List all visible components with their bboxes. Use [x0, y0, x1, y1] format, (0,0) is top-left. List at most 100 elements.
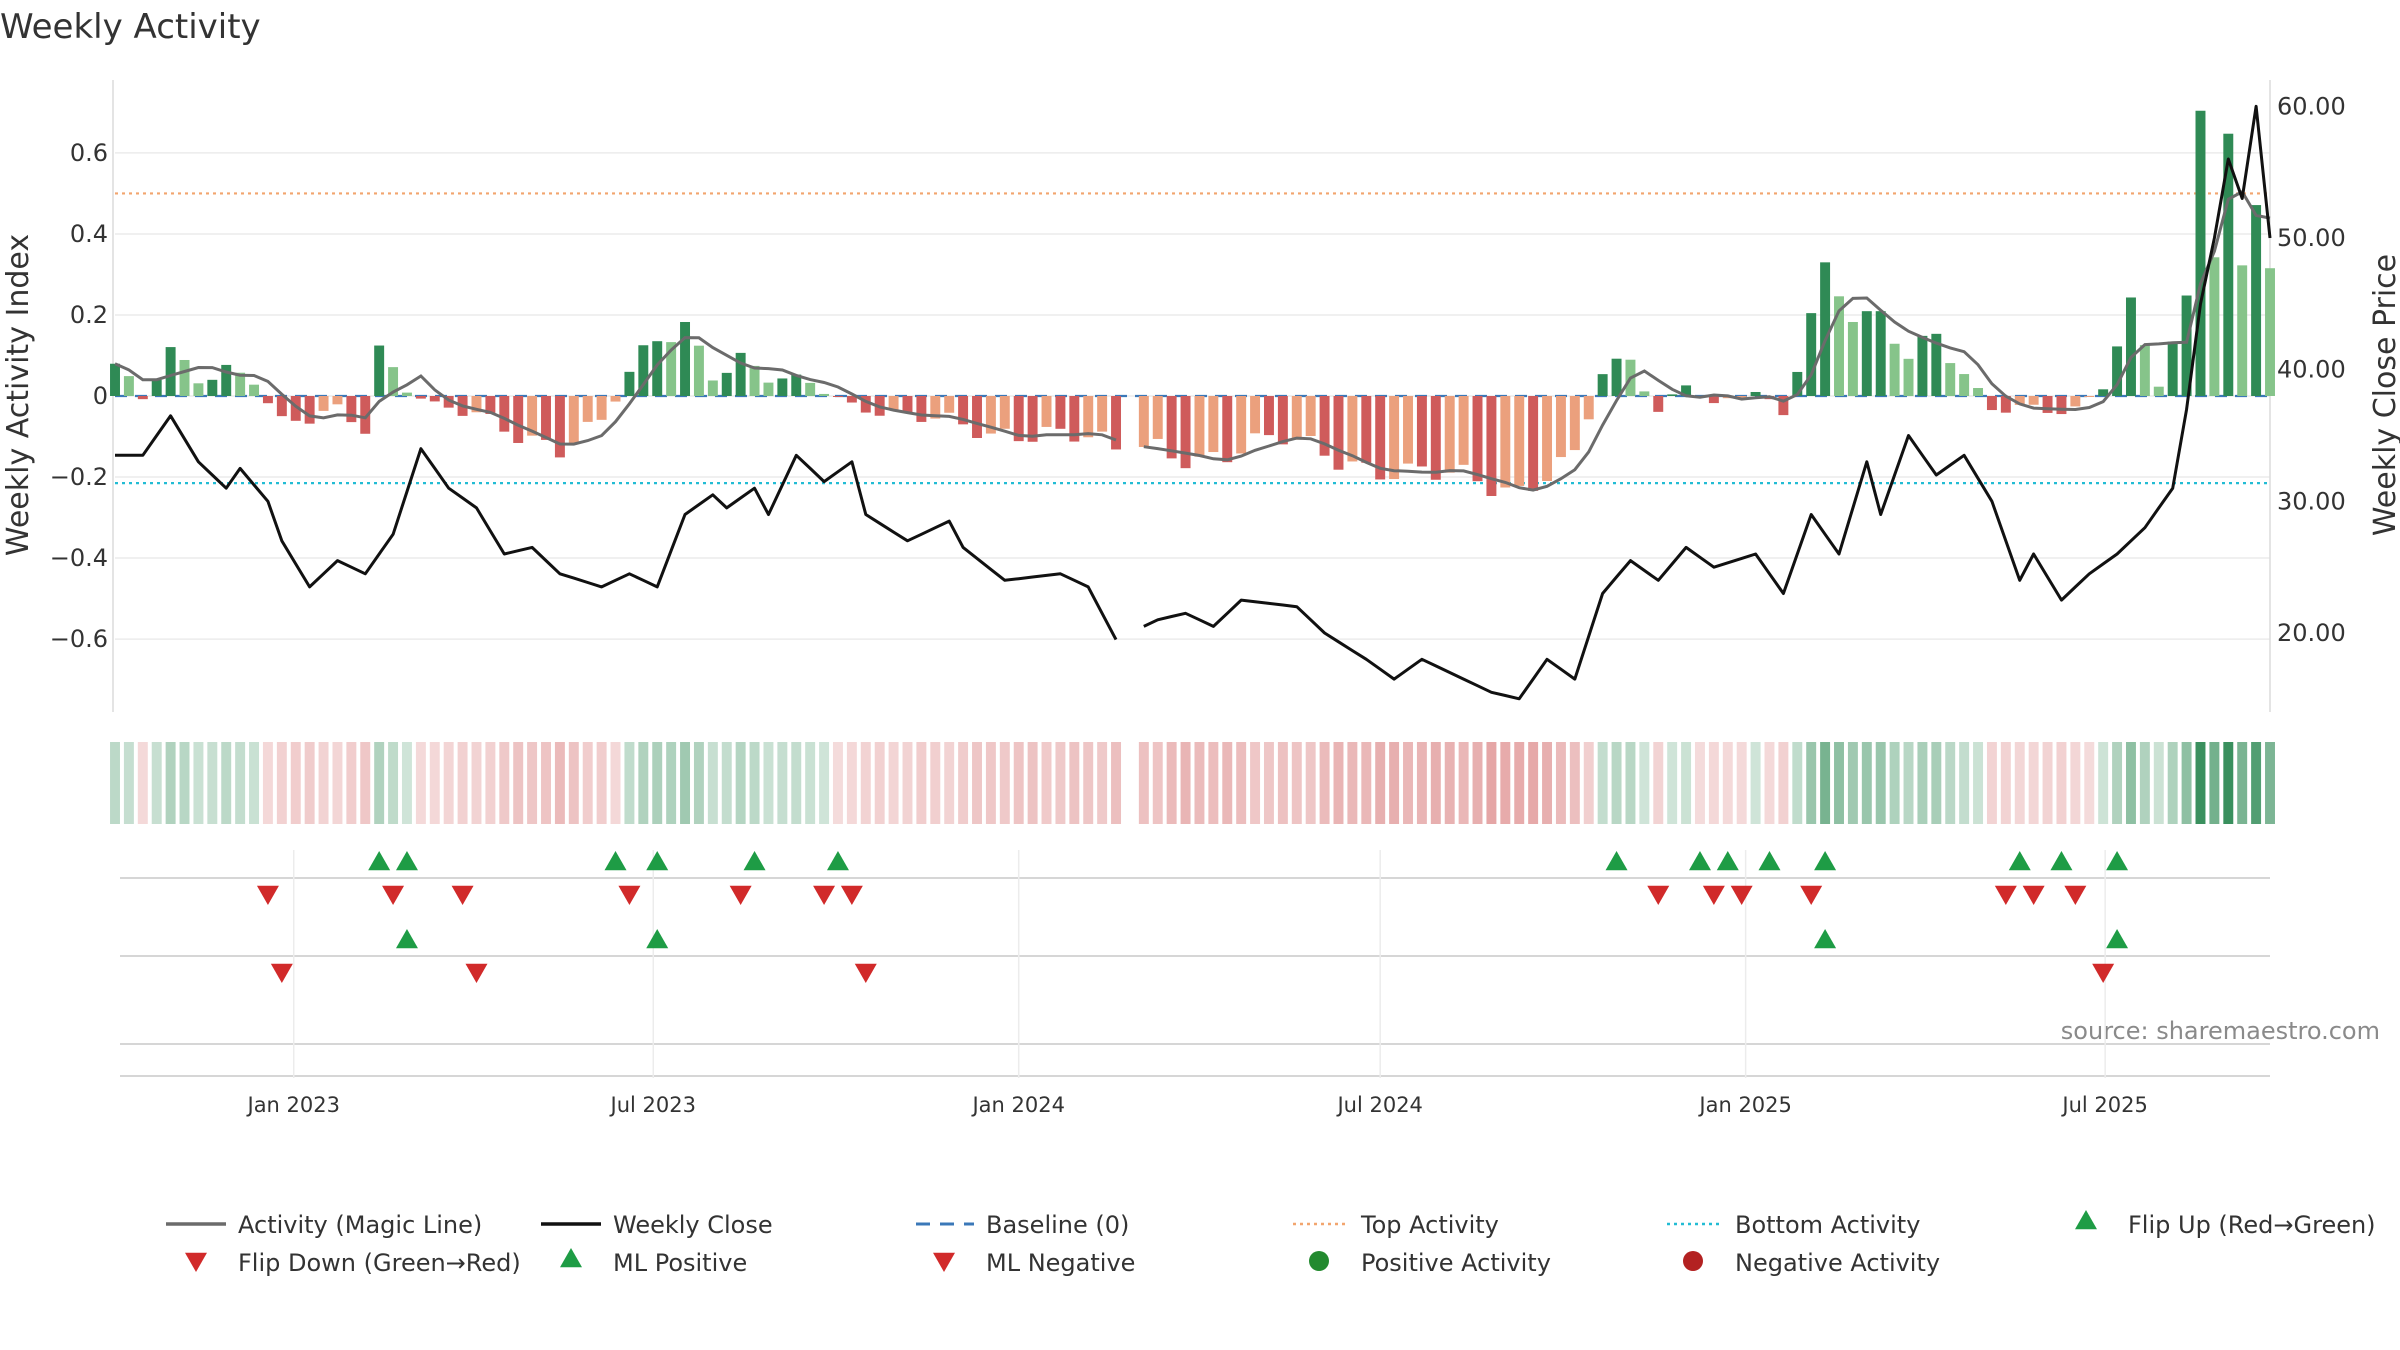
activity-bar: [1875, 311, 1886, 396]
activity-bar: [666, 342, 677, 396]
activity-bar: [2265, 268, 2275, 396]
heat-cell: [527, 742, 538, 824]
flip-up-marker: [1814, 851, 1837, 871]
heat-cell: [1792, 742, 1803, 824]
legend-label: ML Negative: [986, 1249, 1135, 1277]
activity-bar: [1361, 396, 1372, 463]
heat-cell: [110, 742, 120, 824]
heat-cell: [346, 742, 357, 824]
ml-negative-marker: [465, 963, 488, 983]
ml-negative-marker: [854, 963, 877, 983]
activity-bar: [1708, 396, 1719, 404]
heat-cell: [235, 742, 246, 824]
heat-cell: [2084, 742, 2095, 824]
heat-cell: [1875, 742, 1886, 824]
activity-bar: [2112, 346, 2123, 396]
heat-cell: [318, 742, 329, 824]
heat-cell: [1847, 742, 1858, 824]
activity-bar: [1889, 343, 1900, 396]
activity-bar: [401, 392, 412, 396]
heat-cell: [1736, 742, 1747, 824]
legend-label: Baseline (0): [986, 1211, 1129, 1239]
activity-bar: [1847, 321, 1858, 396]
ml-positive-marker: [2106, 929, 2129, 949]
activity-bar: [638, 345, 649, 396]
activity-bar: [1500, 396, 1511, 488]
heat-cell: [1458, 742, 1469, 824]
heat-cell: [332, 742, 343, 824]
flip-up-marker: [368, 851, 391, 871]
activity-bar: [1792, 371, 1803, 396]
heat-cell: [638, 742, 649, 824]
activity-bar: [930, 396, 941, 419]
activity-bar: [318, 396, 329, 411]
heat-cell: [1681, 742, 1692, 824]
heat-cell: [1180, 742, 1191, 824]
heat-cell: [471, 742, 482, 824]
heat-cell: [388, 742, 399, 824]
flip-up-marker: [2106, 851, 2129, 871]
activity-bar: [985, 396, 996, 434]
heat-cell: [791, 742, 802, 824]
heat-cell: [2195, 742, 2206, 824]
activity-bar: [582, 396, 593, 422]
activity-bar: [888, 396, 899, 410]
date-tick-label: Jul 2025: [2060, 1093, 2147, 1117]
heat-cell: [2223, 742, 2234, 824]
heat-cell: [2056, 742, 2067, 824]
heat-cell: [2153, 742, 2164, 824]
legend-label: Top Activity: [1360, 1211, 1499, 1239]
heat-cell: [860, 742, 871, 824]
date-tick-label: Jul 2023: [609, 1093, 696, 1117]
flip-down-marker: [2064, 885, 2087, 905]
heat-cell: [1416, 742, 1427, 824]
series-lines: [114, 104, 2272, 701]
heat-cell: [721, 742, 732, 824]
flip-down-marker: [451, 885, 474, 905]
flip-up-marker: [1716, 851, 1739, 871]
heat-cell: [1375, 742, 1386, 824]
heat-cell: [888, 742, 899, 824]
activity-bar: [791, 374, 802, 396]
heat-cell: [652, 742, 663, 824]
activity-bar: [1083, 396, 1094, 438]
activity-bar: [1681, 385, 1692, 396]
activity-bar: [1416, 396, 1427, 467]
activity-magic-line: [114, 189, 2271, 492]
heat-cell: [1945, 742, 1956, 824]
activity-bar: [1973, 388, 1984, 396]
activity-bar: [1834, 296, 1844, 396]
flip-up-marker: [2008, 851, 2031, 871]
right-tick-label: 50.00: [2277, 224, 2346, 252]
activity-bar: [485, 396, 496, 414]
activity-bar: [832, 396, 843, 397]
heat-cell: [1542, 742, 1553, 824]
activity-bar: [137, 396, 148, 400]
heat-cell: [985, 742, 996, 824]
legend-label: Bottom Activity: [1735, 1211, 1920, 1239]
legend-label: Negative Activity: [1735, 1249, 1940, 1277]
heat-cell: [1069, 742, 1080, 824]
activity-bar: [1319, 396, 1330, 456]
right-tick-label: 30.00: [2277, 487, 2346, 515]
activity-bar: [1542, 396, 1553, 481]
activity-bar: [610, 396, 621, 402]
heat-cell: [2098, 742, 2109, 824]
heat-cell: [1639, 742, 1650, 824]
activity-bar: [1152, 396, 1163, 439]
heat-cell: [151, 742, 162, 824]
activity-bar: [2223, 133, 2234, 396]
heat-cell: [1973, 742, 1984, 824]
heat-cell: [1097, 742, 1108, 824]
heat-cell: [1027, 742, 1038, 824]
flip-down-marker: [729, 885, 752, 905]
heat-cell: [1778, 742, 1789, 824]
heat-cell: [179, 742, 190, 824]
date-tick-label: Jan 2023: [246, 1093, 341, 1117]
right-tick-label: 20.00: [2277, 619, 2346, 647]
heat-cell: [1222, 742, 1233, 824]
signal-panels-grid: [120, 850, 2270, 1078]
activity-bar: [554, 396, 565, 458]
heat-cell: [1820, 742, 1831, 824]
flip-down-marker: [2022, 885, 2045, 905]
